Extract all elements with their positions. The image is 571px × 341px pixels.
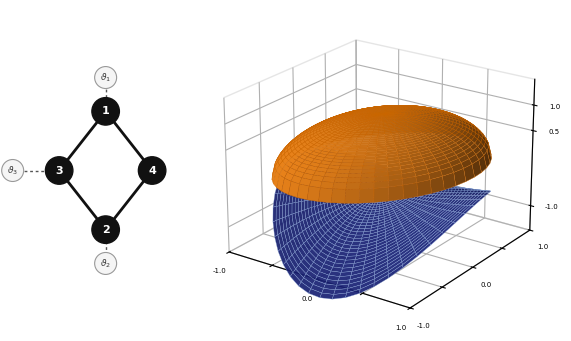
Circle shape: [2, 160, 23, 181]
Text: $\vartheta_2$: $\vartheta_2$: [100, 257, 111, 270]
Circle shape: [95, 252, 116, 275]
Text: 1: 1: [102, 106, 110, 116]
Text: 4: 4: [148, 165, 156, 176]
Text: $\vartheta_1$: $\vartheta_1$: [100, 71, 111, 84]
Text: 3: 3: [55, 165, 63, 176]
Circle shape: [92, 98, 119, 125]
Circle shape: [95, 66, 116, 89]
Circle shape: [46, 157, 73, 184]
Text: $\vartheta_3$: $\vartheta_3$: [7, 164, 18, 177]
Circle shape: [138, 157, 166, 184]
Text: 2: 2: [102, 225, 110, 235]
Circle shape: [92, 216, 119, 243]
